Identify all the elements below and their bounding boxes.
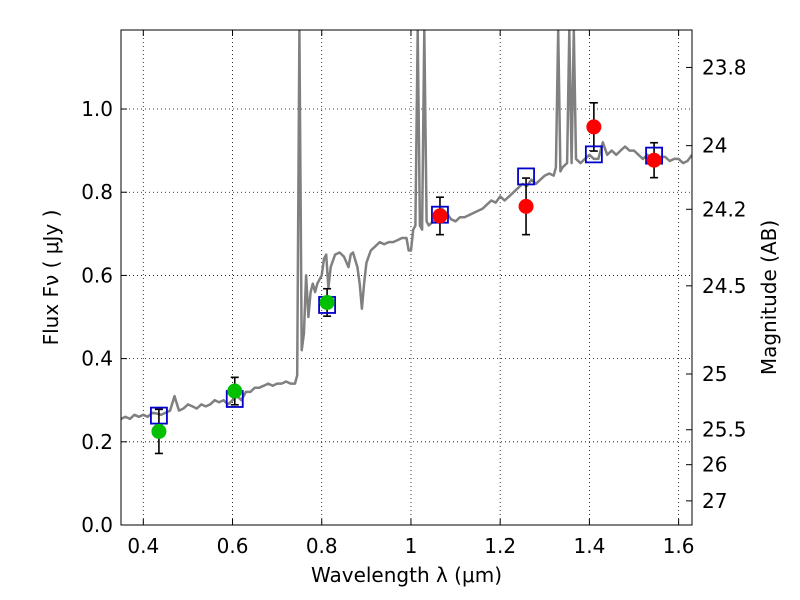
mag-tick-label: 25.5 [702,418,747,442]
mag-tick-label: 27 [702,489,727,513]
photometry-point [319,294,335,310]
photometry-point [646,152,662,168]
y-tick-label: 0.6 [81,263,113,287]
axis-ticks: 0.4 0.6 0.8 1 1.2 1.4 1.6 0.0 0.2 0.4 0.6 0.8 1.0 23.… [81,30,747,558]
x-tick-label: 1.6 [663,534,695,558]
x-tick-label: 1 [405,534,418,558]
photometry-point [227,383,243,399]
spectrum-line [121,30,692,421]
x-axis-label: Wavelength λ (μm) [311,563,502,587]
x-tick-label: 1.4 [573,534,605,558]
model-square-marker [584,145,603,164]
mag-tick-label: 23.8 [702,55,747,79]
photometry-point [432,208,448,224]
x-tick-label: 0.4 [127,534,159,558]
mag-tick-label: 24 [702,134,727,158]
x-tick-label: 0.6 [217,534,249,558]
y-axis-label: Flux Fν ( μJy ) [39,210,63,346]
mag-tick-label: 24.5 [702,274,747,298]
photometry-point [151,423,167,439]
model-square-marker [517,167,535,186]
y2-axis-label: Magnitude (AB) [757,220,781,375]
y-tick-label: 0.0 [81,513,113,537]
x-tick-label: 0.8 [306,534,338,558]
y-tick-label: 1.0 [81,97,113,121]
model-spectrum-series [121,30,692,421]
y-tick-label: 0.4 [81,347,113,371]
grid-lines [121,30,692,526]
model-square-marker [150,406,168,425]
mag-tick-label: 26 [702,453,727,477]
error-bars [154,101,659,455]
photometry-point [586,119,602,135]
plot-frame [120,29,693,526]
mag-tick-label: 25 [702,362,727,386]
y-tick-label: 0.8 [81,180,113,204]
mag-tick-label: 24.2 [702,197,747,221]
photometry-markers [150,119,663,439]
photometry-point [518,198,534,214]
x-tick-label: 1.2 [484,534,516,558]
y-tick-label: 0.2 [81,430,113,454]
